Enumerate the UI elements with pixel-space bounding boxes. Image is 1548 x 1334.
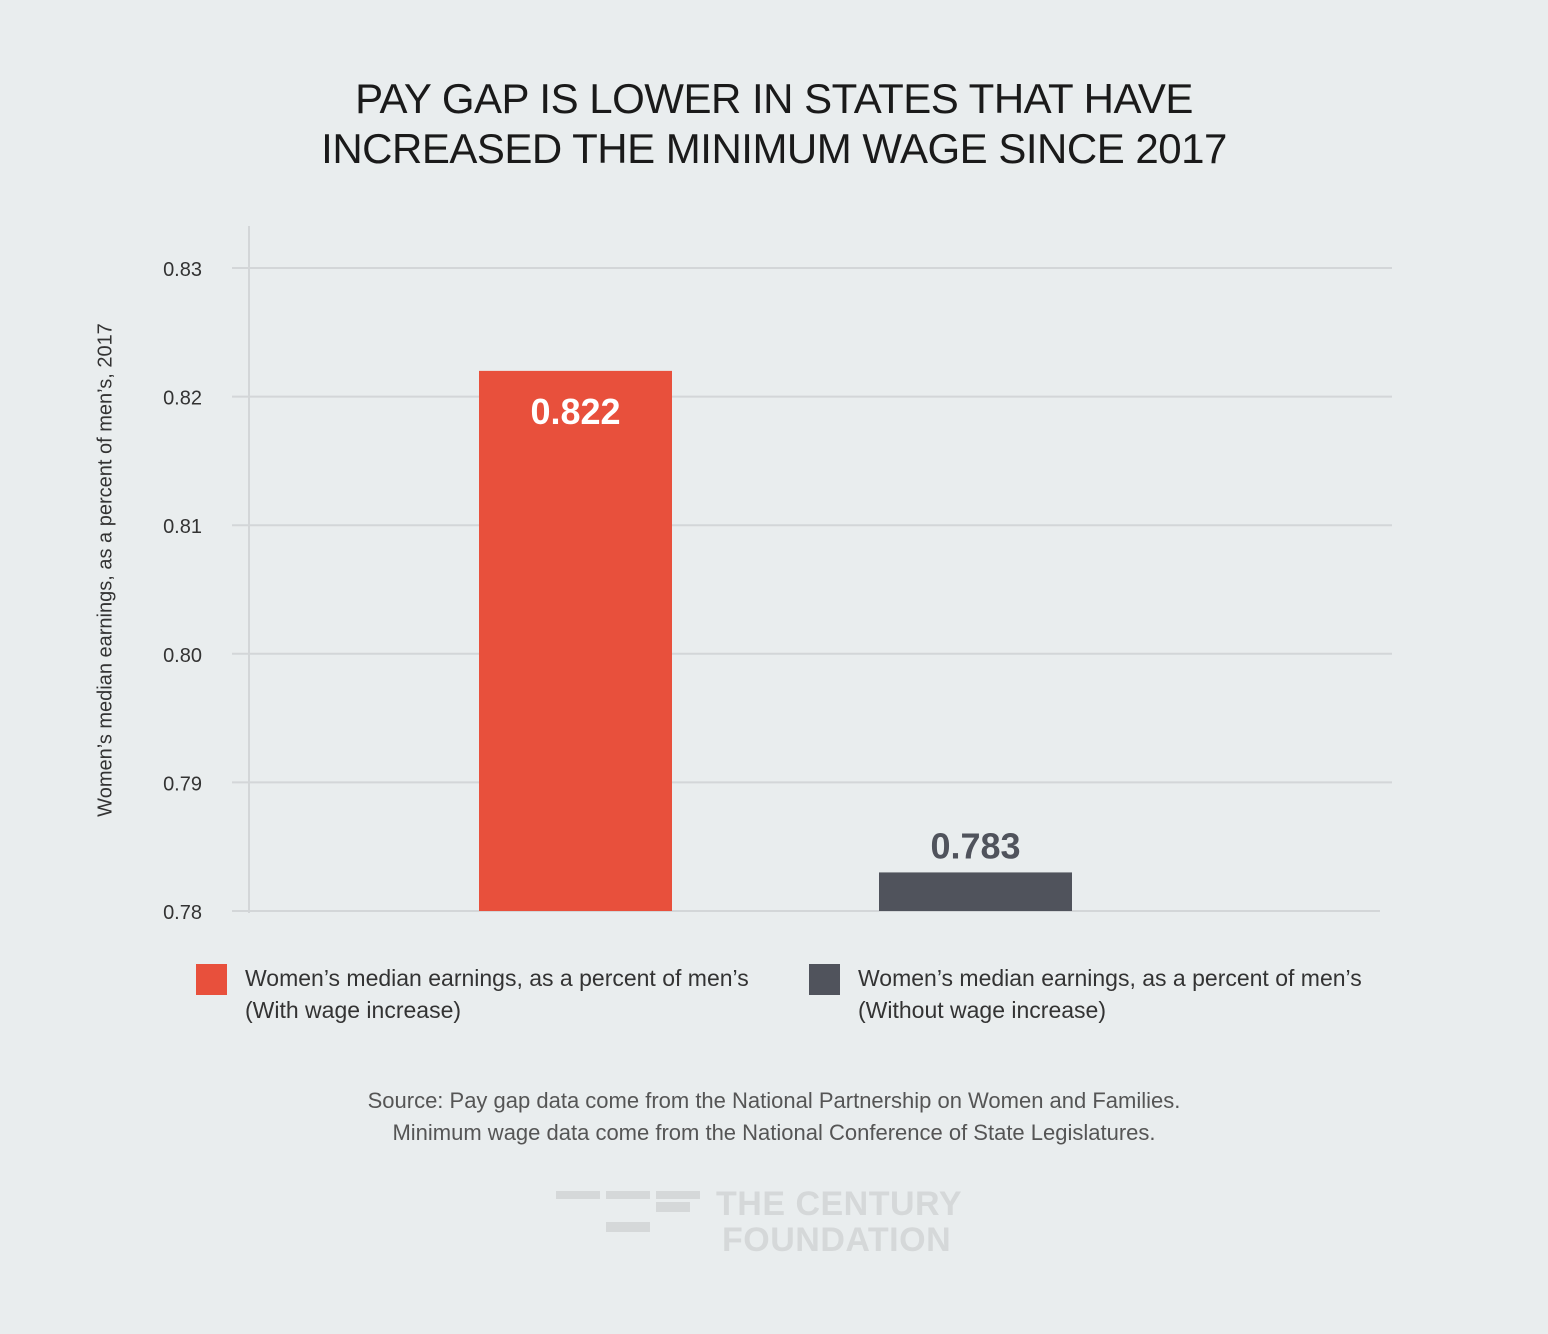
logo-mark-icon	[556, 1191, 700, 1232]
legend-swatch-red	[196, 964, 227, 995]
y-tick-label: 0.78	[163, 902, 202, 924]
chart-title: PAY GAP IS LOWER IN STATES THAT HAVE INC…	[0, 74, 1548, 174]
legend-item-with-increase: Women’s median earnings, as a percent of…	[196, 962, 749, 1026]
source-note: Source: Pay gap data come from the Natio…	[0, 1085, 1548, 1149]
bar-1	[879, 872, 1072, 911]
y-tick-label: 0.81	[163, 516, 202, 538]
legend-swatch-gray	[809, 964, 840, 995]
bar-0	[479, 370, 672, 911]
source-line-1: Source: Pay gap data come from the Natio…	[367, 1088, 1181, 1113]
logo-line-2: FOUNDATION	[722, 1221, 952, 1259]
y-tick-label: 0.82	[163, 388, 202, 410]
bar-value-label: 0.822	[530, 391, 620, 432]
y-tick-label: 0.83	[163, 259, 202, 281]
logo-text: THE CENTURY FOUNDATION	[716, 1186, 962, 1258]
legend-label-line2: (Without wage increase)	[858, 997, 1106, 1023]
logo-line-1: THE CENTURY	[716, 1185, 963, 1223]
y-tick-label: 0.80	[163, 645, 202, 667]
source-line-2: Minimum wage data come from the National…	[392, 1120, 1156, 1145]
legend-label-line1: Women’s median earnings, as a percent of…	[858, 965, 1362, 991]
title-line-2: INCREASED THE MINIMUM WAGE SINCE 2017	[321, 125, 1227, 172]
legend-label-line1: Women’s median earnings, as a percent of…	[245, 965, 749, 991]
legend-item-without-increase: Women’s median earnings, as a percent of…	[809, 962, 1362, 1026]
title-line-1: PAY GAP IS LOWER IN STATES THAT HAVE	[355, 75, 1193, 122]
bar-value-label: 0.783	[930, 825, 1020, 866]
legend-label-line2: (With wage increase)	[245, 997, 462, 1023]
y-tick-label: 0.79	[163, 773, 202, 795]
